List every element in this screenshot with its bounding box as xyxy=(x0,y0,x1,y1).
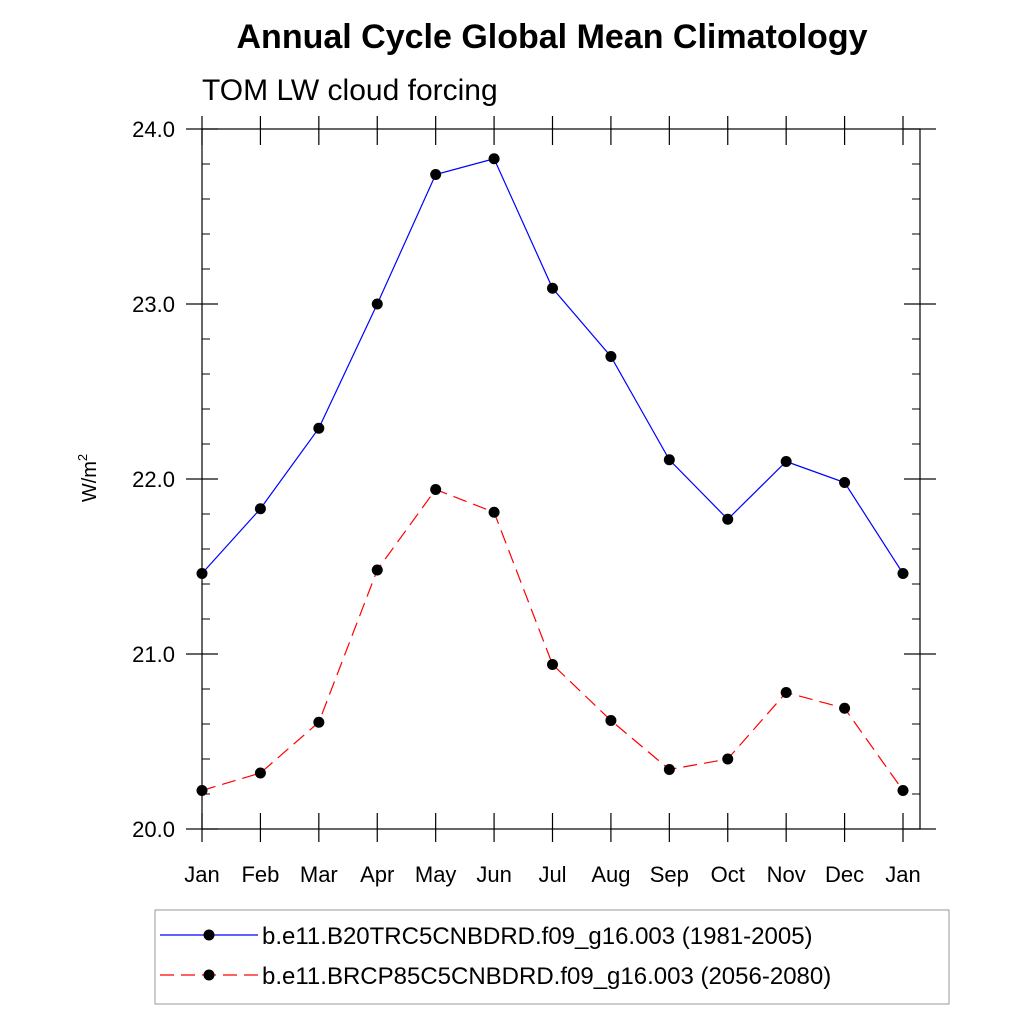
x-tick-label: Dec xyxy=(825,862,864,887)
data-point-series-0 xyxy=(254,503,266,515)
data-point-series-0 xyxy=(313,422,325,434)
legend-label-1: b.e11.BRCP85C5CNBDRD.f09_g16.003 (2056-2… xyxy=(262,963,831,990)
x-tick-label: Nov xyxy=(767,862,806,887)
y-tick-label: 24.0 xyxy=(132,117,175,142)
data-point-series-1 xyxy=(605,715,617,726)
data-point-series-1 xyxy=(196,785,208,796)
plot-frame xyxy=(201,128,921,830)
x-tick-label: Sep xyxy=(650,862,689,887)
data-point-series-0 xyxy=(605,351,617,362)
data-point-series-0 xyxy=(196,568,208,579)
data-point-series-0 xyxy=(547,282,558,294)
series-line-0 xyxy=(201,158,904,574)
y-tick-label: 22.0 xyxy=(132,467,175,492)
x-tick-label: Apr xyxy=(360,862,394,887)
y-axis-label-text: W/m xyxy=(79,461,101,502)
data-point-series-0 xyxy=(780,456,792,467)
data-point-series-0 xyxy=(897,568,909,579)
x-tick-label: Oct xyxy=(711,862,745,887)
series-line-1 xyxy=(201,488,904,792)
x-tick-label: May xyxy=(415,862,457,887)
x-tick-label: Jan xyxy=(885,862,920,887)
y-tick-label: 21.0 xyxy=(132,642,175,667)
legend-marker-1 xyxy=(203,969,215,981)
x-tick-label: Aug xyxy=(591,862,630,887)
legend-marker-0 xyxy=(203,929,215,941)
data-point-series-1 xyxy=(839,702,851,714)
legend-box xyxy=(154,909,950,1005)
legend xyxy=(160,929,258,981)
y-axis-label-superscript: 2 xyxy=(75,454,90,461)
x-tick-label: Mar xyxy=(300,862,338,887)
data-point-series-1 xyxy=(722,753,734,765)
data-point-series-1 xyxy=(547,659,558,670)
data-point-series-1 xyxy=(488,506,500,518)
data-point-series-1 xyxy=(371,564,383,576)
data-point-series-0 xyxy=(430,169,442,180)
x-tick-label: Jan xyxy=(184,862,219,887)
legend-label-0: b.e11.B20TRC5CNBDRD.f09_g16.003 (1981-20… xyxy=(262,923,813,950)
y-tick-label: 23.0 xyxy=(132,292,175,317)
chart-subtitle: TOM LW cloud forcing xyxy=(202,74,498,107)
data-point-series-0 xyxy=(663,454,675,466)
data-point-series-0 xyxy=(488,153,500,165)
data-point-series-1 xyxy=(254,767,266,779)
x-tick-label: Jun xyxy=(476,862,511,887)
data-point-series-1 xyxy=(663,764,675,775)
data-point-series-0 xyxy=(722,513,734,525)
data-point-series-1 xyxy=(780,687,792,698)
y-tick-label: 20.0 xyxy=(132,817,175,842)
data-point-series-1 xyxy=(313,716,325,728)
data-point-series-0 xyxy=(371,298,383,310)
data-point-series-1 xyxy=(897,785,909,796)
data-point-series-1 xyxy=(430,484,442,495)
x-tick-label: Feb xyxy=(241,862,279,887)
x-tick-label: Jul xyxy=(538,862,566,887)
chart-title: Annual Cycle Global Mean Climatology xyxy=(237,18,868,56)
data-point-series-0 xyxy=(839,477,851,488)
plot-area: 20.0 21.0 22.0 23.0 24.0 Jan Feb Mar Apr May Jun Ju… xyxy=(132,116,936,887)
y-axis-label: W/m2 xyxy=(75,454,101,502)
